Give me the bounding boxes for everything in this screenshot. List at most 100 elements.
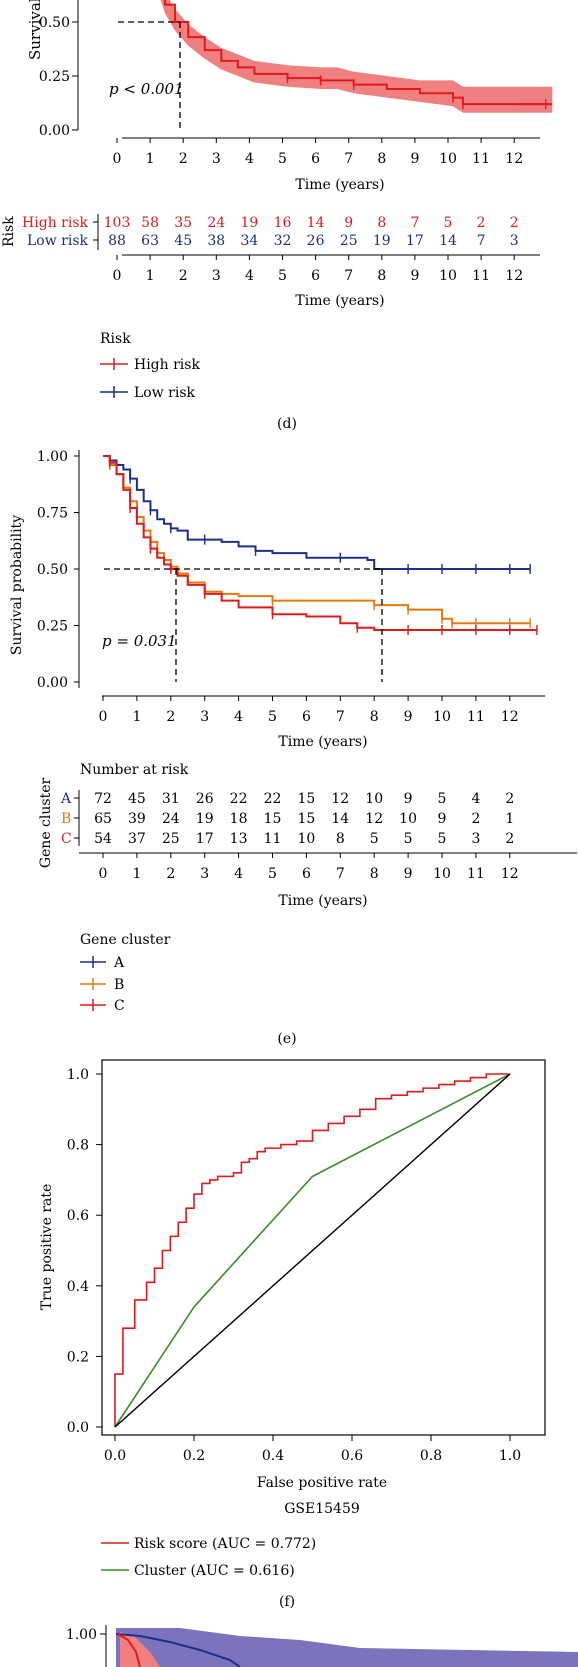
risk-table-cell: 17 xyxy=(196,831,214,847)
roc-curve-cluster xyxy=(114,1073,511,1428)
legend-label: Cluster (AUC = 0.616) xyxy=(134,1563,295,1579)
risk-table-cell: 4 xyxy=(471,791,480,807)
x-tick-label: 7 xyxy=(336,866,345,882)
risk-table-cell: 32 xyxy=(274,233,292,249)
risk-table-title: Number at risk xyxy=(80,762,189,778)
x-tick-label: 10 xyxy=(439,151,457,167)
series-cluster-b xyxy=(103,455,531,625)
x-tick-label: 2 xyxy=(179,151,188,167)
risk-table-cell: 15 xyxy=(264,811,282,827)
series-cluster-a xyxy=(103,455,531,570)
risk-table-cell: 39 xyxy=(128,811,146,827)
x-tick-label: 7 xyxy=(344,151,353,167)
x-axis-label: Time (years) xyxy=(278,734,367,750)
risk-table-cell: 31 xyxy=(162,791,180,807)
x-tick-label: 1.0 xyxy=(499,1448,521,1464)
x-tick-label: 0 xyxy=(113,268,122,284)
legend-label: Low risk xyxy=(134,385,196,401)
risk-table-cell: 24 xyxy=(207,215,225,231)
risk-table-cell: 14 xyxy=(331,811,349,827)
legend-item-a: A xyxy=(80,955,125,971)
partial-high-risk-band xyxy=(120,1632,160,1667)
y-tick-label: 0.25 xyxy=(37,619,68,635)
legend-label: C xyxy=(114,998,125,1014)
x-tick-label: 11 xyxy=(467,866,485,882)
x-tick-label: 3 xyxy=(212,268,221,284)
partial-low-risk-band xyxy=(116,1628,578,1667)
x-tick-label: 8 xyxy=(377,268,386,284)
legend-label: Risk score (AUC = 0.772) xyxy=(134,1536,316,1552)
risk-table-cell: 9 xyxy=(438,811,447,827)
risk-table-cell: 19 xyxy=(196,811,214,827)
risk-table-cell: 54 xyxy=(94,831,112,847)
x-tick-label: 1 xyxy=(146,151,155,167)
legend-item-b: B xyxy=(80,977,124,993)
legend-title: Gene cluster xyxy=(80,932,171,948)
risk-table-cell: 1 xyxy=(505,811,514,827)
risk-table-cell: 9 xyxy=(404,791,413,807)
risk-table-cell: 38 xyxy=(207,233,225,249)
y-tick-label: 1.00 xyxy=(37,449,68,465)
risk-table-cell: 18 xyxy=(230,811,248,827)
p-value: p = 0.031 xyxy=(102,632,177,650)
y-tick-label: 1.00 xyxy=(66,1627,97,1643)
row-label-b: B xyxy=(61,811,71,827)
plot-frame xyxy=(101,1059,546,1436)
x-tick-label: 9 xyxy=(410,268,419,284)
risk-table-x-label: Time (years) xyxy=(295,293,384,309)
x-tick-label: 9 xyxy=(410,151,419,167)
risk-table-cell: 8 xyxy=(377,215,386,231)
risk-table-cell: 34 xyxy=(240,233,258,249)
x-tick-label: 0 xyxy=(99,709,108,725)
risk-table-cell: 5 xyxy=(404,831,413,847)
risk-table-cell: 12 xyxy=(331,791,349,807)
risk-table-cell: 63 xyxy=(141,233,159,249)
x-tick-label: 5 xyxy=(268,709,277,725)
y-tick-label: 0.50 xyxy=(39,15,70,31)
risk-table-cell: 2 xyxy=(510,215,519,231)
x-tick-label: 4 xyxy=(234,709,243,725)
y-tick-label: 1.0 xyxy=(67,1067,89,1083)
risk-table-cell: 2 xyxy=(471,811,480,827)
risk-table-cell: 26 xyxy=(307,233,325,249)
row-label-a: A xyxy=(60,791,72,807)
x-tick-label: 11 xyxy=(467,709,485,725)
partial-high-risk-curve xyxy=(117,1633,141,1667)
risk-table-cell: 5 xyxy=(438,831,447,847)
risk-table-axis-label: Risk xyxy=(1,216,17,247)
risk-table-cell: 10 xyxy=(399,811,417,827)
roc-curve-risk-score xyxy=(114,1073,510,1427)
x-tick-label: 10 xyxy=(433,709,451,725)
y-axis-label: Survival probability xyxy=(9,515,25,655)
x-tick-label: 4 xyxy=(245,151,254,167)
x-tick-label: 2 xyxy=(166,866,175,882)
x-tick-label: 6 xyxy=(311,268,320,284)
risk-table-cell: 2 xyxy=(505,831,514,847)
row-label-low-risk: Low risk xyxy=(27,233,89,249)
x-tick-label: 0 xyxy=(99,866,108,882)
x-axis-label: Time (years) xyxy=(295,177,384,193)
legend-label: B xyxy=(114,977,124,993)
y-axis-label: Survival prob xyxy=(26,0,44,60)
x-tick-label: 11 xyxy=(472,151,490,167)
risk-table-cell: 26 xyxy=(196,791,214,807)
risk-table-cell: 72 xyxy=(94,791,112,807)
x-tick-label: 1 xyxy=(146,268,155,284)
x-tick-label: 3 xyxy=(212,151,221,167)
risk-table-cell: 22 xyxy=(264,791,282,807)
x-tick-label: 12 xyxy=(501,866,519,882)
x-tick-label: 0.0 xyxy=(104,1448,126,1464)
y-tick-label: 0.75 xyxy=(37,506,68,522)
risk-table-cell: 9 xyxy=(344,215,353,231)
panel-caption: (e) xyxy=(277,1031,296,1047)
legend-label: A xyxy=(113,955,125,971)
x-tick-label: 8 xyxy=(370,866,379,882)
x-tick-label: 4 xyxy=(234,866,243,882)
risk-table-cell: 2 xyxy=(505,791,514,807)
x-tick-label: 1 xyxy=(132,866,141,882)
y-tick-label: 0.0 xyxy=(67,1420,89,1436)
x-tick-label: 2 xyxy=(179,268,188,284)
x-tick-label: 12 xyxy=(501,709,519,725)
x-tick-label: 10 xyxy=(433,866,451,882)
x-tick-label: 0.6 xyxy=(341,1448,363,1464)
